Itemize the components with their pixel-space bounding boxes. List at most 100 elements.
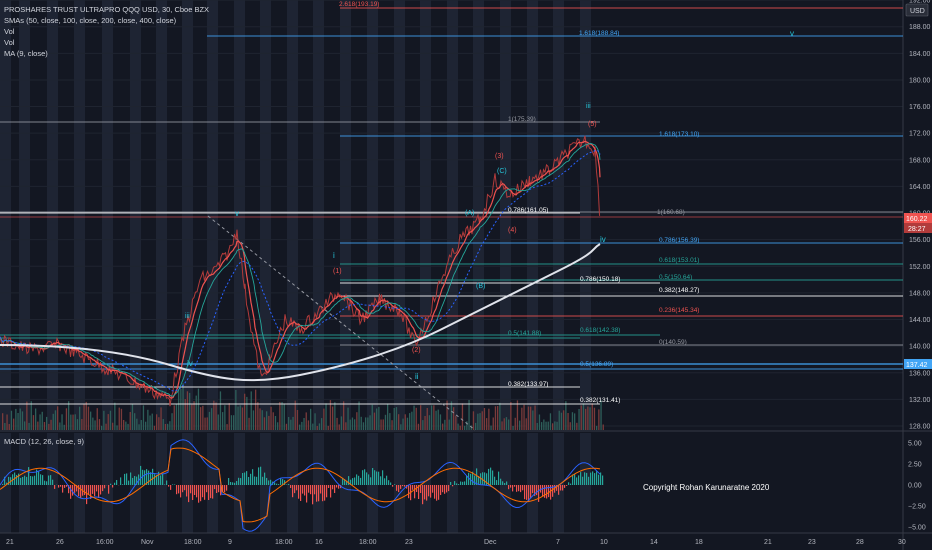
volume-bar	[483, 408, 486, 430]
volume-bar	[292, 416, 294, 430]
volume-bar	[393, 408, 395, 430]
volume-bar	[549, 413, 552, 430]
volume-bar	[160, 407, 162, 430]
volume-bar	[417, 423, 420, 430]
macd-histogram-bar	[382, 470, 384, 485]
legend: PROSHARES TRUST ULTRAPRO QQQ USD, 30, Cb…	[4, 4, 209, 59]
volume-bar	[98, 419, 101, 430]
x-tick-label: 21	[6, 539, 14, 546]
x-tick-label: 9	[228, 539, 232, 546]
macd-histogram-bar	[150, 472, 152, 485]
macd-histogram-bar	[52, 479, 54, 485]
volume-bar	[180, 388, 182, 430]
macd-histogram-bar	[252, 469, 254, 485]
session-band	[287, 0, 298, 430]
volume-bar	[142, 405, 145, 430]
macd-histogram-bar	[228, 478, 230, 485]
price-badge-label: 160.22	[906, 216, 928, 223]
macd-histogram-bar	[132, 477, 134, 485]
volume-bar	[171, 413, 173, 430]
session-band	[553, 433, 564, 533]
macd-histogram-bar	[440, 485, 442, 495]
volume-bar	[52, 413, 54, 430]
volume-bar	[362, 422, 365, 430]
volume-bar	[149, 415, 151, 430]
chart-title[interactable]: PROSHARES TRUST ULTRAPRO QQQ USD, 30, Cb…	[4, 5, 210, 14]
volume-bar	[279, 402, 281, 430]
x-tick-label: 16	[315, 539, 323, 546]
session-band	[130, 433, 141, 533]
macd-histogram-bar	[232, 482, 234, 485]
volume-bar	[167, 423, 169, 430]
macd-histogram-bar	[310, 485, 312, 495]
volume-bar	[244, 393, 246, 430]
macd-histogram-bar	[426, 485, 428, 501]
macd-histogram-bar	[186, 485, 188, 497]
macd-histogram-bar	[474, 475, 476, 485]
macd-histogram-bar	[358, 475, 360, 485]
macd-histogram-bar	[242, 473, 244, 485]
macd-histogram-bar	[304, 485, 306, 496]
macd-histogram-bar	[256, 476, 258, 485]
volume-bar	[329, 400, 332, 430]
volume-bar	[536, 423, 538, 430]
volume-bar	[281, 402, 283, 430]
macd-histogram-bar	[578, 475, 580, 485]
volume-bar	[580, 405, 582, 430]
macd-histogram-bar	[34, 475, 36, 485]
macd-histogram-bar	[58, 485, 60, 488]
macd-histogram-bar	[26, 476, 28, 485]
volume-bar	[444, 419, 446, 430]
volume-bar	[257, 402, 259, 430]
volume-bar	[211, 408, 213, 430]
macd-histogram-bar	[394, 484, 396, 485]
fib-level-label: 1.618(173.10)	[659, 131, 699, 138]
indicator-vol-2[interactable]: Vol	[4, 38, 15, 47]
macd-histogram-bar	[412, 485, 414, 490]
macd-histogram-bar	[158, 471, 160, 485]
macd-histogram-bar	[28, 467, 30, 485]
currency-badge	[905, 3, 929, 17]
macd-histogram-bar	[544, 485, 546, 498]
wave-label: (C)	[497, 168, 507, 175]
session-band	[182, 0, 193, 430]
indicator-smas[interactable]: SMAs (50, close, 100, close, 200, close,…	[4, 16, 177, 25]
y-tick-label: 156.00	[909, 237, 931, 244]
volume-bar	[112, 422, 114, 430]
session-band	[500, 433, 511, 533]
session-band	[47, 0, 58, 430]
macd-histogram-bar	[294, 485, 296, 494]
session-band	[447, 0, 458, 430]
macd-histogram-bar	[466, 475, 468, 485]
volume-bar	[83, 403, 85, 430]
volume-bar	[219, 391, 222, 430]
indicator-ma[interactable]: MA (9, close)	[4, 49, 48, 58]
volume-bar	[519, 420, 521, 430]
macd-histogram-bar	[422, 485, 424, 505]
y-tick-label: 144.00	[909, 317, 931, 324]
macd-histogram-bar	[130, 472, 132, 485]
volume-bar	[202, 405, 204, 430]
volume-bar	[127, 423, 129, 430]
x-tick-label: 28	[856, 539, 864, 546]
macd-histogram-bar	[346, 480, 348, 485]
volume-bar	[28, 422, 30, 430]
session-band	[500, 0, 511, 430]
indicator-vol-1[interactable]: Vol	[4, 27, 15, 36]
volume-bar	[602, 424, 604, 430]
macd-histogram-bar	[480, 473, 482, 485]
macd-legend[interactable]: MACD (12, 26, close, 9)	[4, 437, 85, 446]
volume-bar	[268, 415, 270, 430]
fib-level-label: 1(175.39)	[508, 116, 536, 123]
volume-bar	[391, 420, 393, 430]
fib-level-label: 0.786(150.18)	[580, 276, 620, 283]
ma-red	[0, 140, 601, 399]
volume-bar	[404, 414, 406, 430]
session-band	[340, 0, 351, 430]
volume-bar	[54, 410, 57, 430]
volume-bar	[387, 403, 389, 430]
volume-bar	[376, 408, 378, 430]
macd-histogram-bar	[434, 485, 436, 499]
volume-bar	[109, 410, 112, 430]
